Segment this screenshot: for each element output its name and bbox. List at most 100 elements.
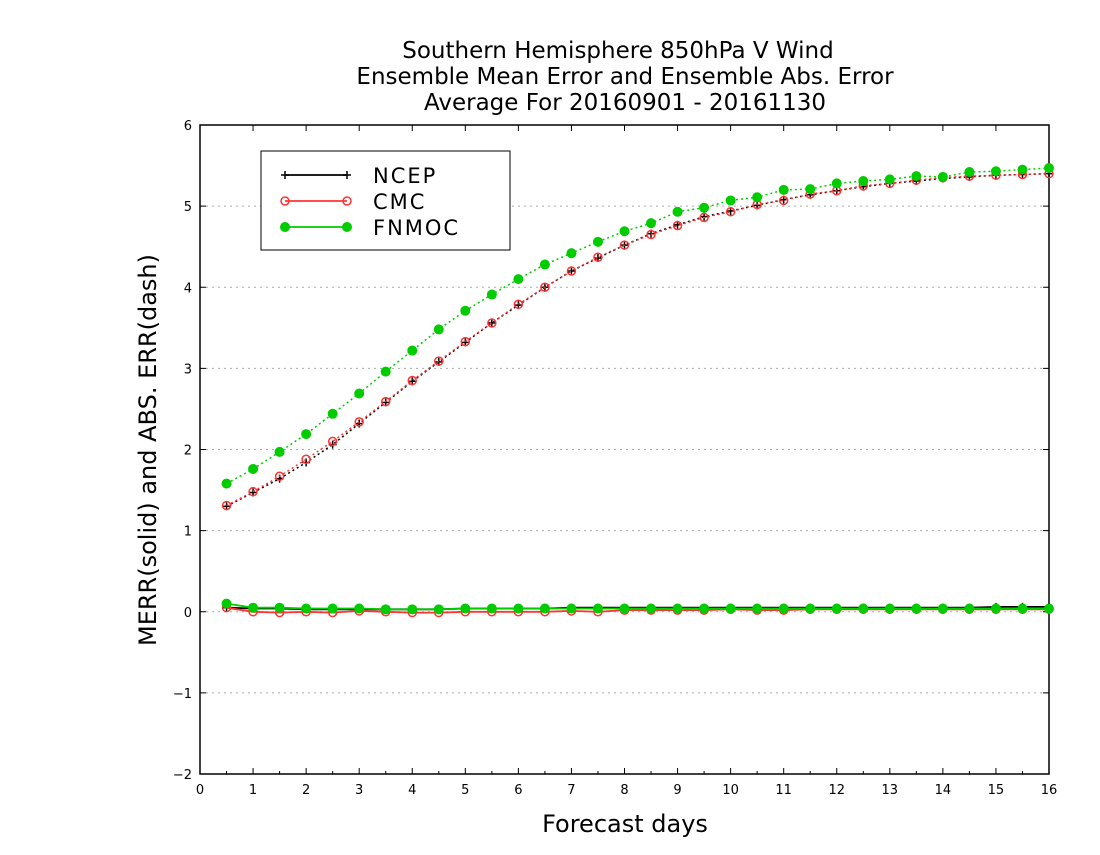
cmc-abs-err-point xyxy=(274,471,285,482)
fnmoc-merr-point xyxy=(858,603,869,614)
legend-label: CMC xyxy=(373,190,426,214)
x-tick-label: 4 xyxy=(408,783,416,798)
cmc-abs-err-point xyxy=(672,220,683,231)
x-tick-label: 11 xyxy=(775,783,792,798)
x-tick-label: 16 xyxy=(1041,783,1058,798)
cmc-abs-err-point xyxy=(619,240,630,250)
fnmoc-merr-point xyxy=(221,598,232,609)
fnmoc-merr-point xyxy=(725,603,736,614)
fnmoc-merr-point xyxy=(274,602,285,613)
fnmoc-abs-err-point xyxy=(1017,164,1028,175)
cmc-abs-err-point xyxy=(699,212,709,223)
fnmoc-abs-err-point xyxy=(354,388,365,399)
fnmoc-merr-point xyxy=(778,603,789,614)
fnmoc-abs-err-point xyxy=(486,289,497,300)
legend-marker xyxy=(280,196,290,206)
series xyxy=(221,162,1054,618)
x-tick-label: 1 xyxy=(249,783,257,798)
fnmoc-abs-err-point xyxy=(752,192,763,203)
cmc-abs-err-point xyxy=(487,318,497,328)
fnmoc-merr-point xyxy=(831,603,842,614)
y-tick-label: 2 xyxy=(184,444,192,459)
fnmoc-merr-point xyxy=(354,603,365,614)
fnmoc-abs-err-point xyxy=(884,174,895,185)
cmc-abs-err-point xyxy=(646,229,656,240)
legend-item-ncep: NCEP xyxy=(281,164,435,188)
grid xyxy=(200,205,1049,694)
fnmoc-abs-err-point xyxy=(513,274,524,285)
fnmoc-merr-point xyxy=(407,604,418,615)
cmc-abs-err-point xyxy=(566,266,577,276)
cmc-abs-err-point xyxy=(354,417,364,427)
title-line-3: Average For 20160901 - 20161130 xyxy=(424,90,826,116)
cmc-abs-err-line xyxy=(226,172,1050,507)
legend-marker xyxy=(281,171,289,179)
fnmoc-abs-err-point xyxy=(725,195,736,206)
cmc-abs-err-point xyxy=(407,375,417,386)
cmc-abs-err-point xyxy=(540,282,550,292)
cmc-abs-err-point xyxy=(725,207,736,217)
fnmoc-abs-err-point xyxy=(805,184,816,195)
fnmoc-abs-err-point xyxy=(592,236,603,247)
fnmoc-abs-err-point xyxy=(221,478,232,489)
ncep-abs-err-point xyxy=(567,267,576,276)
fnmoc-merr-point xyxy=(1017,603,1028,614)
cmc-abs-err-point xyxy=(248,486,258,497)
title-line-2: Ensemble Mean Error and Ensemble Abs. Er… xyxy=(356,64,894,90)
cmc-abs-err-point xyxy=(380,396,391,407)
cmc-abs-err-point xyxy=(513,299,524,310)
fnmoc-abs-err-point xyxy=(672,206,683,217)
x-tick-label: 10 xyxy=(722,783,739,798)
fnmoc-merr-point xyxy=(964,603,975,614)
y-tick-label: 1 xyxy=(184,525,192,540)
legend-marker xyxy=(280,222,290,232)
x-axis-title: Forecast days xyxy=(542,810,708,838)
fnmoc-abs-err-point xyxy=(274,446,285,457)
legend-marker xyxy=(342,196,352,206)
fnmoc-merr-point xyxy=(460,603,471,614)
x-tick-label: 9 xyxy=(673,783,681,798)
fnmoc-abs-err-point xyxy=(380,366,391,377)
x-tick-label: 2 xyxy=(302,783,310,798)
fnmoc-abs-err-point xyxy=(327,408,338,419)
x-tick-label: 0 xyxy=(196,783,204,798)
fnmoc-abs-err-point xyxy=(858,175,869,186)
fnmoc-merr-point xyxy=(911,603,922,614)
legend-label: FNMOC xyxy=(373,216,460,240)
y-tick-label: 0 xyxy=(184,606,192,621)
fnmoc-merr-point xyxy=(592,603,603,614)
fnmoc-abs-err-point xyxy=(566,248,577,259)
fnmoc-merr-point xyxy=(805,603,816,614)
x-tick-label: 12 xyxy=(828,783,845,798)
fnmoc-abs-err-point xyxy=(1044,162,1054,173)
x-tick-label: 13 xyxy=(882,783,899,798)
fnmoc-abs-err-point xyxy=(646,218,657,229)
x-tick-label: 5 xyxy=(461,783,469,798)
x-tick-label: 15 xyxy=(988,783,1005,798)
fnmoc-abs-err-point xyxy=(699,202,710,213)
fnmoc-abs-err-point xyxy=(460,305,471,316)
fnmoc-merr-point xyxy=(699,603,710,614)
fnmoc-abs-err-point xyxy=(831,178,842,189)
fnmoc-abs-err-point xyxy=(539,259,550,270)
cmc-abs-err-point xyxy=(778,195,789,206)
fnmoc-merr-point xyxy=(539,603,550,614)
fnmoc-merr-point xyxy=(1044,603,1054,614)
y-tick-label: 4 xyxy=(184,281,192,296)
fnmoc-merr-point xyxy=(380,604,391,615)
fnmoc-abs-err-point xyxy=(248,463,259,474)
fnmoc-merr-point xyxy=(646,603,657,614)
fnmoc-abs-err-line xyxy=(226,167,1050,485)
fnmoc-merr-point xyxy=(937,603,948,614)
x-tick-label: 6 xyxy=(514,783,522,798)
fnmoc-abs-err-point xyxy=(937,171,948,182)
fnmoc-merr-point xyxy=(486,603,497,614)
fnmoc-merr-point xyxy=(672,603,683,614)
fnmoc-abs-err-point xyxy=(964,167,975,178)
legend-marker xyxy=(342,222,352,232)
chart-title: Southern Hemisphere 850hPa V Wind Ensemb… xyxy=(356,38,894,116)
cmc-abs-err-point xyxy=(221,500,232,511)
